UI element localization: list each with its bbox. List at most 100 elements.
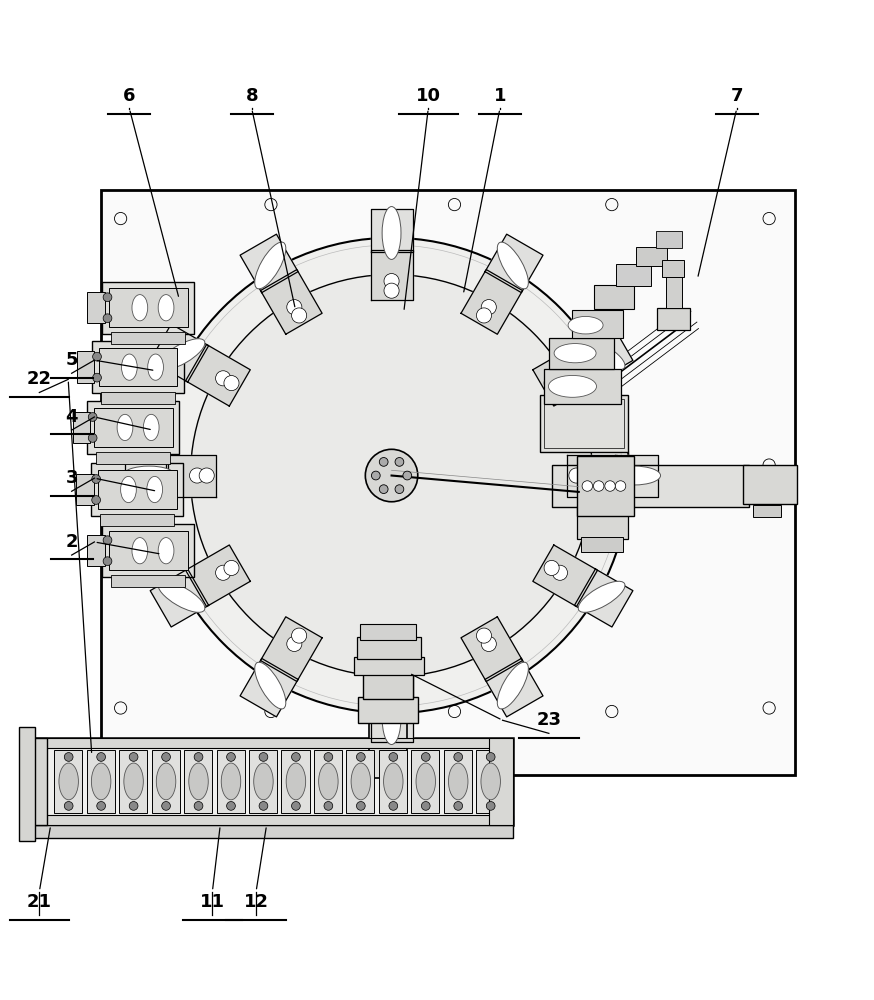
Polygon shape [461,270,523,334]
Polygon shape [240,658,298,717]
Circle shape [384,653,399,668]
Text: 11: 11 [200,893,225,911]
Circle shape [579,468,593,483]
Circle shape [226,802,235,810]
Ellipse shape [497,242,529,289]
Bar [363,666,413,699]
Bar [314,750,342,813]
Bar [281,750,309,813]
Circle shape [92,496,101,504]
Circle shape [65,802,73,810]
Bar [636,247,667,266]
Bar [354,657,424,675]
Bar [378,750,407,813]
Circle shape [97,753,106,761]
Circle shape [199,468,214,483]
Polygon shape [125,455,168,497]
Circle shape [129,802,138,810]
Circle shape [103,557,112,566]
Bar [28,825,513,838]
Ellipse shape [147,476,163,503]
Bar [19,727,35,841]
Bar [753,505,781,517]
Circle shape [384,274,399,289]
Circle shape [154,238,629,713]
Text: 12: 12 [244,893,268,911]
Circle shape [287,300,302,315]
Text: 2: 2 [66,533,78,551]
Ellipse shape [579,339,625,370]
Polygon shape [185,345,250,406]
Ellipse shape [122,466,176,485]
Bar [360,624,416,640]
Bar [28,738,47,825]
Bar [577,506,628,539]
Bar [346,750,374,813]
Text: 21: 21 [27,893,52,911]
Circle shape [476,308,491,323]
Bar [666,277,682,308]
Ellipse shape [579,581,625,612]
Circle shape [379,485,388,494]
Bar [540,395,628,452]
Circle shape [259,753,267,761]
Bar [87,401,179,454]
Circle shape [379,458,388,466]
Bar [594,285,634,309]
Circle shape [103,536,112,545]
Circle shape [93,373,101,382]
Ellipse shape [158,339,205,370]
Ellipse shape [554,344,596,363]
Bar [151,750,180,813]
Ellipse shape [189,763,208,800]
Circle shape [103,293,112,302]
Ellipse shape [132,295,148,321]
Polygon shape [485,234,543,293]
Circle shape [292,308,307,323]
Ellipse shape [59,763,79,800]
Bar [552,465,749,507]
Circle shape [88,413,97,421]
Ellipse shape [117,414,133,441]
Ellipse shape [416,763,435,800]
Bar [657,308,690,330]
Bar [743,465,797,504]
Ellipse shape [143,414,159,441]
Circle shape [216,565,231,580]
Ellipse shape [319,763,338,800]
Circle shape [395,485,404,494]
Bar [111,332,185,344]
Bar [476,750,504,813]
Polygon shape [614,455,658,497]
Circle shape [103,314,112,323]
Ellipse shape [124,763,143,800]
Bar [99,348,177,386]
Circle shape [190,468,205,483]
Ellipse shape [148,354,163,380]
Circle shape [605,481,615,491]
Bar [91,463,183,516]
Bar [662,260,684,277]
Bar [101,190,795,775]
Circle shape [65,753,73,761]
Text: 8: 8 [246,87,258,105]
Bar [577,456,634,516]
Polygon shape [371,250,413,300]
Circle shape [552,371,567,386]
Circle shape [194,802,203,810]
Bar [109,288,188,327]
Ellipse shape [549,375,597,397]
Bar [28,815,513,825]
Circle shape [292,628,307,643]
Ellipse shape [121,476,136,503]
Circle shape [92,475,101,483]
Circle shape [292,753,301,761]
Text: 7: 7 [731,87,743,105]
Circle shape [259,802,267,810]
Circle shape [545,376,559,391]
Ellipse shape [254,242,286,289]
Ellipse shape [158,295,174,321]
Ellipse shape [132,538,148,564]
Bar [412,750,440,813]
Bar [87,292,105,323]
